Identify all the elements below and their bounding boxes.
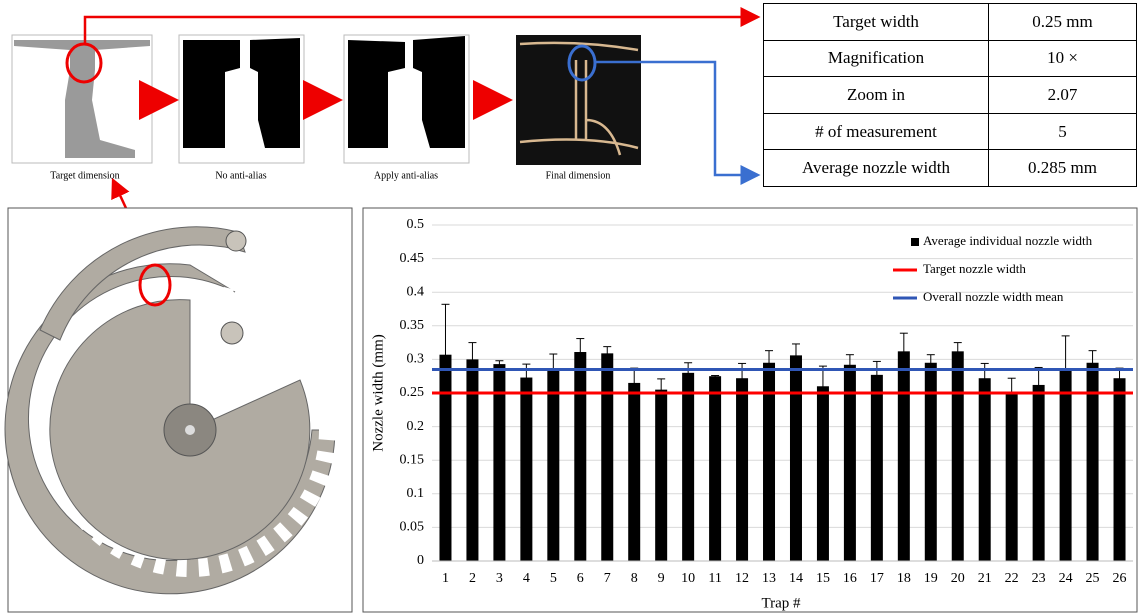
- y-tick-label: 0.3: [407, 352, 425, 367]
- y-tick-label: 0.1: [407, 486, 425, 501]
- y-tick-label: 0.35: [400, 318, 425, 333]
- x-tick-label: 26: [1113, 571, 1127, 586]
- y-tick-label: 0.5: [407, 217, 425, 232]
- bar: [466, 359, 478, 561]
- bar: [709, 376, 721, 561]
- x-tick-label: 22: [1005, 571, 1019, 586]
- x-tick-label: 9: [658, 571, 665, 586]
- cell: # of measurement: [764, 113, 989, 150]
- x-tick-label: 11: [708, 571, 721, 586]
- bar: [682, 373, 694, 561]
- cell: Target width: [764, 4, 989, 41]
- bar: [655, 390, 667, 561]
- bar: [520, 378, 532, 561]
- y-tick-label: 0.45: [400, 251, 425, 266]
- page: 00.050.10.150.20.250.30.350.40.450.51234…: [0, 0, 1141, 615]
- x-tick-label: 17: [870, 571, 884, 586]
- x-tick-label: 21: [978, 571, 992, 586]
- x-tick-label: 25: [1086, 571, 1100, 586]
- bar: [1114, 378, 1126, 561]
- bar: [979, 378, 991, 561]
- cell: 5: [989, 113, 1137, 150]
- legend-swatch: [911, 238, 919, 246]
- x-tick-label: 10: [681, 571, 695, 586]
- final-image: [516, 35, 641, 165]
- bar: [817, 386, 829, 561]
- x-tick-label: 5: [550, 571, 557, 586]
- panel-caption: Target dimension: [50, 170, 119, 181]
- x-tick-label: 23: [1032, 571, 1046, 586]
- y-tick-label: 0.2: [407, 419, 425, 434]
- x-tick-label: 13: [762, 571, 776, 586]
- bar: [574, 352, 586, 561]
- y-tick-label: 0.25: [400, 385, 425, 400]
- y-tick-label: 0.15: [400, 452, 425, 467]
- cell: 10 ×: [989, 40, 1137, 77]
- x-tick-label: 6: [577, 571, 584, 586]
- bar: [1033, 385, 1045, 561]
- x-tick-label: 19: [924, 571, 938, 586]
- x-tick-label: 7: [604, 571, 611, 586]
- x-tick-label: 20: [951, 571, 965, 586]
- bar: [1006, 393, 1018, 561]
- trap-drawing: [5, 208, 352, 612]
- x-tick-label: 8: [631, 571, 638, 586]
- y-tick-label: 0.05: [400, 520, 425, 535]
- cell: 0.285 mm: [989, 150, 1137, 187]
- x-axis-label: Trap #: [761, 595, 801, 611]
- bar: [952, 351, 964, 561]
- legend-label: Average individual nozzle width: [923, 233, 1093, 248]
- x-tick-label: 1: [442, 571, 449, 586]
- x-tick-label: 16: [843, 571, 857, 586]
- target-image: [12, 35, 152, 163]
- anti-alias-image: [344, 35, 469, 163]
- x-tick-label: 2: [469, 571, 476, 586]
- panel-caption: Final dimension: [546, 170, 611, 181]
- bar: [736, 378, 748, 561]
- legend-label: Target nozzle width: [923, 261, 1026, 276]
- y-tick-label: 0.4: [407, 284, 425, 299]
- cell: 2.07: [989, 77, 1137, 114]
- bar: [898, 351, 910, 561]
- x-tick-label: 24: [1059, 571, 1073, 586]
- y-tick-label: 0: [417, 553, 424, 568]
- legend-label: Overall nozzle width mean: [923, 289, 1064, 304]
- x-tick-label: 4: [523, 571, 530, 586]
- cell: 0.25 mm: [989, 4, 1137, 41]
- x-tick-label: 14: [789, 571, 803, 586]
- cell: Average nozzle width: [764, 150, 989, 187]
- bar: [871, 375, 883, 561]
- x-tick-label: 3: [496, 571, 503, 586]
- bar: [547, 371, 559, 561]
- y-axis-label: Nozzle width (mm): [370, 334, 386, 451]
- panel-caption: No anti-alias: [215, 170, 266, 181]
- panel-caption: Apply anti-alias: [374, 170, 438, 181]
- x-tick-label: 18: [897, 571, 911, 586]
- bar: [601, 353, 613, 561]
- no-alias-image: [179, 35, 304, 163]
- cell: Zoom in: [764, 77, 989, 114]
- cell: Magnification: [764, 40, 989, 77]
- x-tick-label: 12: [735, 571, 749, 586]
- bar: [790, 355, 802, 561]
- x-tick-label: 15: [816, 571, 830, 586]
- bar: [628, 383, 640, 561]
